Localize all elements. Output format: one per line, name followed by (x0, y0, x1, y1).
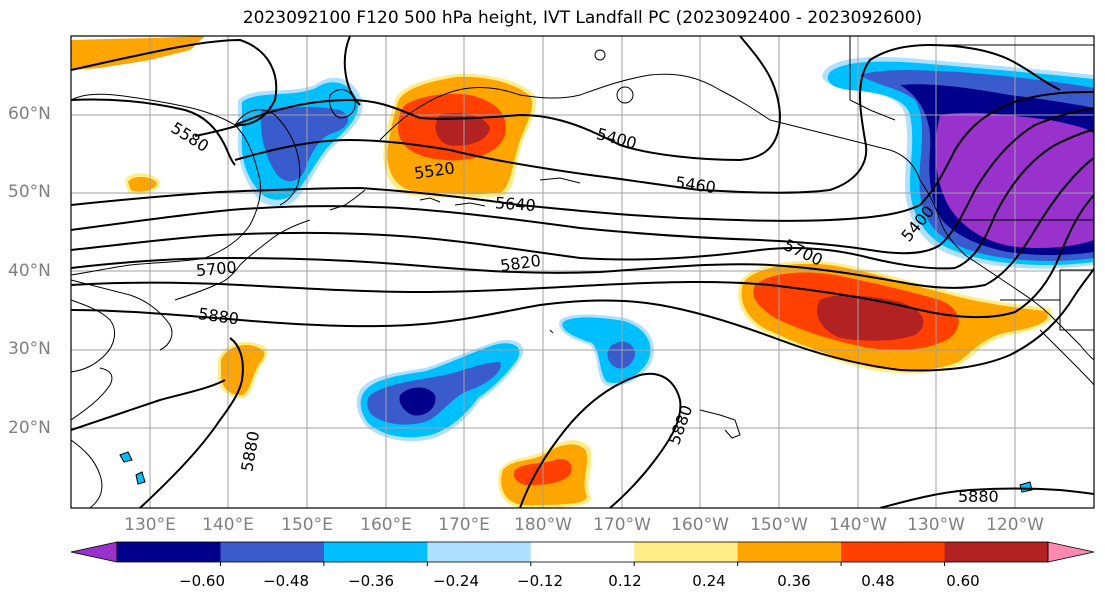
lat-label: 20°N (8, 418, 51, 438)
colorbar-segment (944, 542, 1049, 562)
positive-anomaly-region (816, 295, 924, 341)
colorbar-segment (634, 542, 739, 562)
contour-label: 5880 (665, 403, 697, 448)
colorbar-tick-label: −0.36 (348, 572, 394, 590)
contour-label: 5880 (958, 487, 999, 506)
lon-label: 180°W (514, 515, 572, 535)
lat-label: 40°N (8, 261, 51, 281)
lon-label: 150°W (750, 515, 808, 535)
colorbar-tick-label: 0.36 (777, 572, 811, 590)
lat-label: 60°N (8, 104, 51, 124)
colorbar (70, 541, 1095, 566)
contour-label: 5880 (197, 304, 240, 328)
lat-label: 50°N (8, 182, 51, 202)
positive-anomaly-region (71, 36, 205, 70)
lon-label: 170°W (593, 515, 651, 535)
colorbar-tick-label: −0.24 (433, 572, 479, 590)
colorbar-extend-max (1047, 541, 1095, 563)
contour-label: 5640 (494, 193, 536, 215)
contour-label: 5880 (237, 430, 263, 473)
ivt-shading (71, 36, 1094, 508)
colorbar-tick-label: −0.12 (517, 572, 563, 590)
gridlines (71, 36, 1094, 508)
colorbar-segment (117, 542, 221, 562)
positive-anomaly-region (435, 113, 490, 146)
colorbar-segment (737, 542, 842, 562)
lon-label: 150°E (281, 515, 333, 535)
colorbar-tick-label: 0.24 (692, 572, 726, 590)
lon-label: 170°E (438, 515, 490, 535)
colorbar-tick-label: 0.48 (861, 572, 895, 590)
lon-label: 120°W (986, 515, 1044, 535)
colorbar-segment (841, 542, 946, 562)
colorbar-segment (323, 542, 428, 562)
lon-label: 140°E (202, 515, 254, 535)
contour-label: 5400 (594, 124, 638, 153)
colorbar-tick-label: 0.60 (946, 572, 980, 590)
lat-label: 30°N (8, 339, 51, 359)
negative-anomaly-region (607, 341, 635, 369)
negative-anomaly-region (399, 387, 436, 416)
colorbar-tick-label: −0.60 (179, 572, 225, 590)
contour-label: 5700 (195, 258, 237, 280)
height-contours (71, 36, 1094, 508)
colorbar-segment (220, 542, 325, 562)
negative-anomaly-region (367, 362, 501, 425)
lon-label: 130°E (124, 515, 176, 535)
colorbar-segment (530, 542, 635, 562)
lon-label: 160°E (360, 515, 412, 535)
contour-label: 5580 (168, 118, 213, 156)
colorbar-frame (116, 541, 1049, 563)
colorbar-segment (427, 542, 532, 562)
lon-label: 140°W (829, 515, 887, 535)
colorbar-extend-min (70, 541, 118, 563)
colorbar-tick-label: 0.12 (608, 572, 642, 590)
map-frame (70, 35, 1095, 509)
lon-label: 130°W (907, 515, 965, 535)
lon-label: 160°W (671, 515, 729, 535)
map-title: 2023092100 F120 500 hPa height, IVT Land… (242, 8, 923, 28)
colorbar-tick-label: −0.48 (263, 572, 309, 590)
